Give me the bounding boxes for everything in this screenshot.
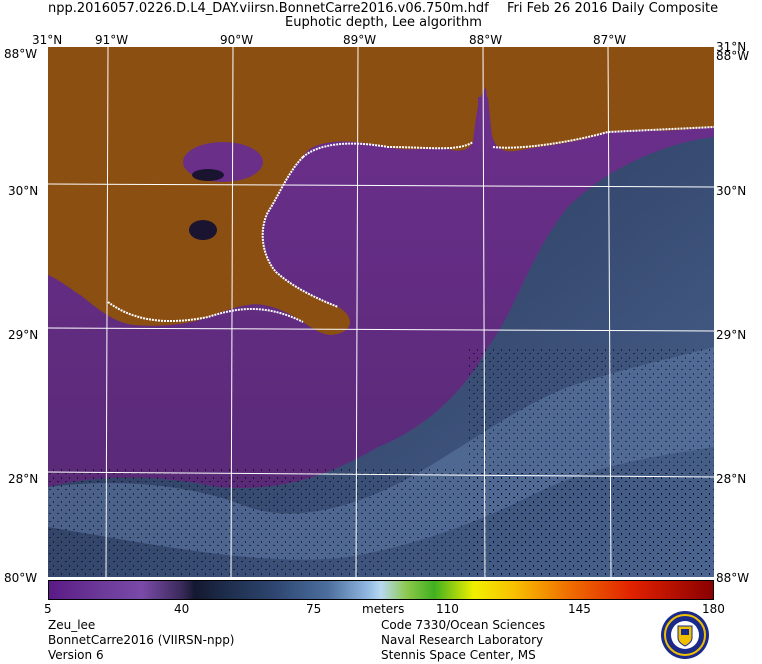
colorbar-tick-5: 5 — [44, 602, 52, 616]
colorbar-tick-110: 110 — [436, 602, 459, 616]
mobile-bay — [478, 97, 493, 152]
file-title: npp.2016057.0226.D.L4_DAY.viirsn.BonnetC… — [48, 1, 489, 16]
lake-dark — [192, 169, 224, 181]
version-label: Version 6 — [48, 648, 104, 662]
nrl-seal-icon — [661, 611, 709, 659]
org-location: Stennis Space Center, MS — [381, 648, 536, 662]
lat-label-30n-left: 30°N — [8, 184, 39, 198]
lon-label-87w: 87°W — [593, 33, 627, 47]
lat-label-29n-right: 29°N — [716, 328, 747, 342]
land-mass — [48, 47, 714, 335]
corner-label-br: 88°W — [716, 571, 750, 585]
euphotic-depth-map — [48, 47, 714, 577]
org-code: Code 7330/Ocean Sciences — [381, 618, 546, 632]
colorbar-tick-75: 75 — [306, 602, 322, 616]
graticule — [48, 47, 714, 577]
lake-small — [189, 220, 217, 240]
lon-label-89w: 89°W — [343, 33, 377, 47]
lat-label-30n-right: 30°N — [716, 184, 747, 198]
colorbar-tick-180: 180 — [702, 602, 725, 616]
colorbar-tick-40: 40 — [174, 602, 190, 616]
lon-label-90w: 90°W — [220, 33, 254, 47]
date-title: Fri Feb 26 2016 Daily Composite — [507, 1, 719, 16]
org-name: Naval Research Laboratory — [381, 633, 544, 647]
lon-label-91w: 91°W — [95, 33, 129, 47]
corner-label-bl: 80°W — [4, 571, 38, 585]
corner-label-tl: 88°W — [4, 47, 38, 61]
lat-label-29n-left: 29°N — [8, 328, 39, 342]
lon-label-88w: 88°W — [469, 33, 503, 47]
corner-label-tr: 88°W — [716, 49, 750, 63]
colorbar-tick-145: 145 — [568, 602, 591, 616]
lat-label-28n-left: 28°N — [8, 472, 39, 486]
product-subtitle: Euphotic depth, Lee algorithm — [285, 15, 482, 30]
product-name: Zeu_lee — [48, 618, 96, 632]
noise-east — [468, 347, 714, 577]
lon-label-corner-left: 31°N — [32, 33, 63, 47]
lat-label-28n-right: 28°N — [716, 472, 747, 486]
lon-label-corner-right: 31°N — [716, 40, 747, 54]
colorbar-unit: meters — [362, 602, 405, 616]
region-sensor: BonnetCarre2016 (VIIRSN-npp) — [48, 633, 235, 647]
colorbar — [48, 580, 714, 600]
coastline — [107, 126, 714, 323]
